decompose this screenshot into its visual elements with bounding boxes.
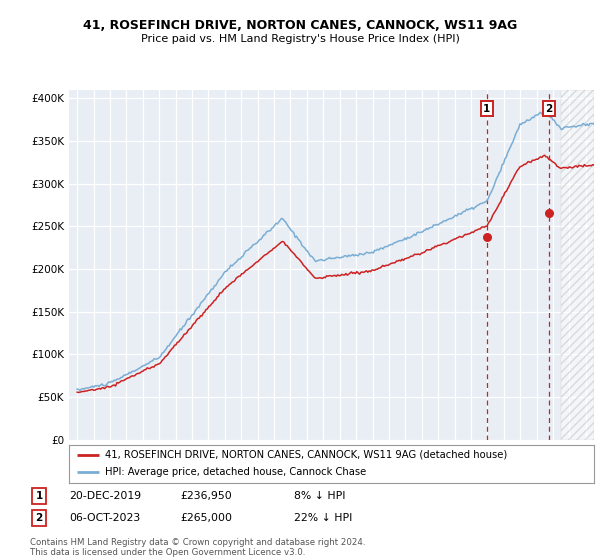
- Text: HPI: Average price, detached house, Cannock Chase: HPI: Average price, detached house, Cann…: [105, 468, 366, 478]
- Text: 41, ROSEFINCH DRIVE, NORTON CANES, CANNOCK, WS11 9AG: 41, ROSEFINCH DRIVE, NORTON CANES, CANNO…: [83, 19, 517, 32]
- Text: 2: 2: [35, 513, 43, 523]
- Bar: [561, 90, 594, 440]
- Text: Contains HM Land Registry data © Crown copyright and database right 2024.
This d: Contains HM Land Registry data © Crown c…: [30, 538, 365, 557]
- Text: £236,950: £236,950: [180, 491, 232, 501]
- Text: 1: 1: [483, 104, 490, 114]
- Text: £265,000: £265,000: [180, 513, 232, 523]
- Text: 20-DEC-2019: 20-DEC-2019: [69, 491, 141, 501]
- Text: 1: 1: [35, 491, 43, 501]
- Text: Price paid vs. HM Land Registry's House Price Index (HPI): Price paid vs. HM Land Registry's House …: [140, 34, 460, 44]
- Text: 41, ROSEFINCH DRIVE, NORTON CANES, CANNOCK, WS11 9AG (detached house): 41, ROSEFINCH DRIVE, NORTON CANES, CANNO…: [105, 450, 507, 460]
- Text: 22% ↓ HPI: 22% ↓ HPI: [294, 513, 352, 523]
- Text: 2: 2: [545, 104, 553, 114]
- Text: 06-OCT-2023: 06-OCT-2023: [69, 513, 140, 523]
- Text: 8% ↓ HPI: 8% ↓ HPI: [294, 491, 346, 501]
